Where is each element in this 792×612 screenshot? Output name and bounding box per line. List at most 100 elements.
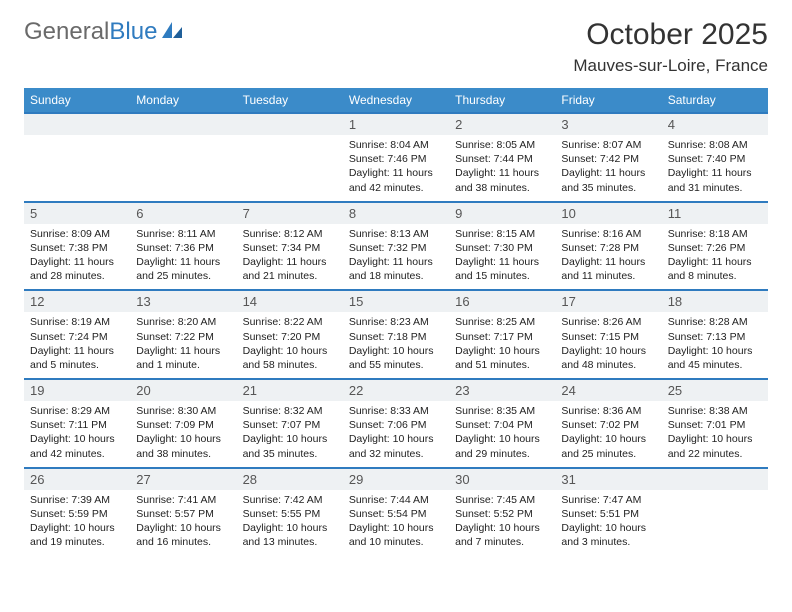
day-cell: 29Sunrise: 7:44 AMSunset: 5:54 PMDayligh… <box>343 468 449 556</box>
sunset-text: Sunset: 5:51 PM <box>561 507 655 521</box>
day-cell: 14Sunrise: 8:22 AMSunset: 7:20 PMDayligh… <box>237 290 343 379</box>
day-cell: 21Sunrise: 8:32 AMSunset: 7:07 PMDayligh… <box>237 379 343 468</box>
day-cell: 12Sunrise: 8:19 AMSunset: 7:24 PMDayligh… <box>24 290 130 379</box>
day-number: 26 <box>24 469 130 490</box>
daylight-text: Daylight: 10 hours and 16 minutes. <box>136 521 230 549</box>
logo-sail-icon <box>161 18 183 46</box>
daylight-text: Daylight: 10 hours and 51 minutes. <box>455 344 549 372</box>
day-details: Sunrise: 8:09 AMSunset: 7:38 PMDaylight:… <box>24 224 130 290</box>
day-details: Sunrise: 8:19 AMSunset: 7:24 PMDaylight:… <box>24 312 130 378</box>
day-number: 27 <box>130 469 236 490</box>
sunset-text: Sunset: 7:36 PM <box>136 241 230 255</box>
day-cell: 15Sunrise: 8:23 AMSunset: 7:18 PMDayligh… <box>343 290 449 379</box>
day-cell: 27Sunrise: 7:41 AMSunset: 5:57 PMDayligh… <box>130 468 236 556</box>
sunrise-text: Sunrise: 8:20 AM <box>136 315 230 329</box>
day-details: Sunrise: 7:44 AMSunset: 5:54 PMDaylight:… <box>343 490 449 556</box>
day-cell: 10Sunrise: 8:16 AMSunset: 7:28 PMDayligh… <box>555 202 661 291</box>
daylight-text: Daylight: 11 hours and 35 minutes. <box>561 166 655 194</box>
day-number: 30 <box>449 469 555 490</box>
sunrise-text: Sunrise: 8:30 AM <box>136 404 230 418</box>
daylight-text: Daylight: 10 hours and 10 minutes. <box>349 521 443 549</box>
dow-tuesday: Tuesday <box>237 88 343 113</box>
day-number: 8 <box>343 203 449 224</box>
day-details: Sunrise: 8:11 AMSunset: 7:36 PMDaylight:… <box>130 224 236 290</box>
sunset-text: Sunset: 7:13 PM <box>668 330 762 344</box>
daylight-text: Daylight: 11 hours and 18 minutes. <box>349 255 443 283</box>
sunrise-text: Sunrise: 8:29 AM <box>30 404 124 418</box>
sunset-text: Sunset: 7:04 PM <box>455 418 549 432</box>
sunset-text: Sunset: 7:26 PM <box>668 241 762 255</box>
dow-monday: Monday <box>130 88 236 113</box>
day-number <box>24 114 130 135</box>
daylight-text: Daylight: 10 hours and 32 minutes. <box>349 432 443 460</box>
day-cell <box>237 113 343 202</box>
day-number: 23 <box>449 380 555 401</box>
daylight-text: Daylight: 10 hours and 35 minutes. <box>243 432 337 460</box>
sunset-text: Sunset: 5:59 PM <box>30 507 124 521</box>
day-details: Sunrise: 8:15 AMSunset: 7:30 PMDaylight:… <box>449 224 555 290</box>
sunset-text: Sunset: 7:46 PM <box>349 152 443 166</box>
day-cell: 24Sunrise: 8:36 AMSunset: 7:02 PMDayligh… <box>555 379 661 468</box>
sunrise-text: Sunrise: 8:07 AM <box>561 138 655 152</box>
sunrise-text: Sunrise: 8:25 AM <box>455 315 549 329</box>
sunrise-text: Sunrise: 8:11 AM <box>136 227 230 241</box>
sunset-text: Sunset: 7:34 PM <box>243 241 337 255</box>
day-details: Sunrise: 8:25 AMSunset: 7:17 PMDaylight:… <box>449 312 555 378</box>
day-number: 18 <box>662 291 768 312</box>
sunrise-text: Sunrise: 7:47 AM <box>561 493 655 507</box>
daylight-text: Daylight: 10 hours and 7 minutes. <box>455 521 549 549</box>
day-cell: 28Sunrise: 7:42 AMSunset: 5:55 PMDayligh… <box>237 468 343 556</box>
day-cell: 16Sunrise: 8:25 AMSunset: 7:17 PMDayligh… <box>449 290 555 379</box>
daylight-text: Daylight: 11 hours and 5 minutes. <box>30 344 124 372</box>
logo-text-1: General <box>24 18 109 46</box>
week-row: 1Sunrise: 8:04 AMSunset: 7:46 PMDaylight… <box>24 113 768 202</box>
day-details: Sunrise: 8:18 AMSunset: 7:26 PMDaylight:… <box>662 224 768 290</box>
day-details: Sunrise: 7:47 AMSunset: 5:51 PMDaylight:… <box>555 490 661 556</box>
sunrise-text: Sunrise: 7:44 AM <box>349 493 443 507</box>
day-details: Sunrise: 8:16 AMSunset: 7:28 PMDaylight:… <box>555 224 661 290</box>
sunset-text: Sunset: 7:02 PM <box>561 418 655 432</box>
sunrise-text: Sunrise: 8:16 AM <box>561 227 655 241</box>
daylight-text: Daylight: 10 hours and 19 minutes. <box>30 521 124 549</box>
sunrise-text: Sunrise: 7:39 AM <box>30 493 124 507</box>
day-number: 11 <box>662 203 768 224</box>
day-details <box>662 490 768 544</box>
day-details: Sunrise: 8:13 AMSunset: 7:32 PMDaylight:… <box>343 224 449 290</box>
dow-friday: Friday <box>555 88 661 113</box>
day-cell: 6Sunrise: 8:11 AMSunset: 7:36 PMDaylight… <box>130 202 236 291</box>
sunset-text: Sunset: 7:24 PM <box>30 330 124 344</box>
day-number: 4 <box>662 114 768 135</box>
daylight-text: Daylight: 11 hours and 15 minutes. <box>455 255 549 283</box>
sunset-text: Sunset: 7:09 PM <box>136 418 230 432</box>
week-row: 12Sunrise: 8:19 AMSunset: 7:24 PMDayligh… <box>24 290 768 379</box>
day-details: Sunrise: 8:08 AMSunset: 7:40 PMDaylight:… <box>662 135 768 201</box>
daylight-text: Daylight: 10 hours and 3 minutes. <box>561 521 655 549</box>
day-number: 2 <box>449 114 555 135</box>
daylight-text: Daylight: 11 hours and 11 minutes. <box>561 255 655 283</box>
day-cell: 9Sunrise: 8:15 AMSunset: 7:30 PMDaylight… <box>449 202 555 291</box>
sunset-text: Sunset: 5:55 PM <box>243 507 337 521</box>
daylight-text: Daylight: 10 hours and 45 minutes. <box>668 344 762 372</box>
logo-text-2: Blue <box>109 18 157 46</box>
day-details: Sunrise: 8:23 AMSunset: 7:18 PMDaylight:… <box>343 312 449 378</box>
daylight-text: Daylight: 11 hours and 1 minute. <box>136 344 230 372</box>
week-row: 5Sunrise: 8:09 AMSunset: 7:38 PMDaylight… <box>24 202 768 291</box>
daylight-text: Daylight: 11 hours and 25 minutes. <box>136 255 230 283</box>
day-details: Sunrise: 7:41 AMSunset: 5:57 PMDaylight:… <box>130 490 236 556</box>
daylight-text: Daylight: 10 hours and 38 minutes. <box>136 432 230 460</box>
day-details: Sunrise: 8:28 AMSunset: 7:13 PMDaylight:… <box>662 312 768 378</box>
day-number: 28 <box>237 469 343 490</box>
day-cell: 8Sunrise: 8:13 AMSunset: 7:32 PMDaylight… <box>343 202 449 291</box>
daylight-text: Daylight: 11 hours and 31 minutes. <box>668 166 762 194</box>
day-details: Sunrise: 8:20 AMSunset: 7:22 PMDaylight:… <box>130 312 236 378</box>
sunset-text: Sunset: 7:20 PM <box>243 330 337 344</box>
week-row: 19Sunrise: 8:29 AMSunset: 7:11 PMDayligh… <box>24 379 768 468</box>
day-number: 14 <box>237 291 343 312</box>
sunrise-text: Sunrise: 8:18 AM <box>668 227 762 241</box>
sunrise-text: Sunrise: 8:08 AM <box>668 138 762 152</box>
day-number: 16 <box>449 291 555 312</box>
dow-saturday: Saturday <box>662 88 768 113</box>
title-block: October 2025 Mauves-sur-Loire, France <box>573 18 768 76</box>
daylight-text: Daylight: 10 hours and 29 minutes. <box>455 432 549 460</box>
day-cell: 13Sunrise: 8:20 AMSunset: 7:22 PMDayligh… <box>130 290 236 379</box>
